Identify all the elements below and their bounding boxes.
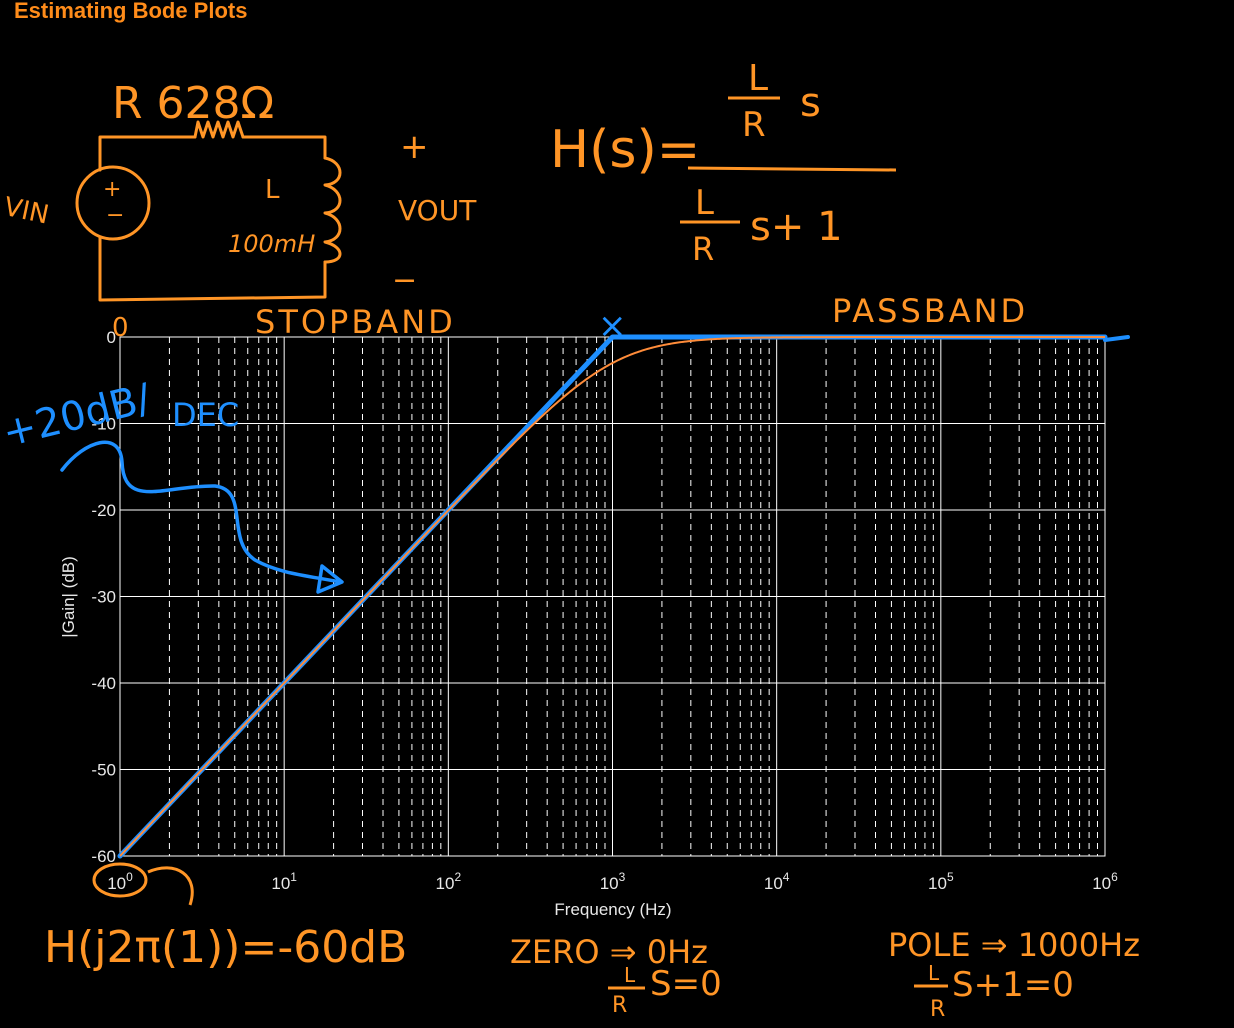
x-tick-label: 105 — [928, 870, 954, 893]
vout-label: VOUT — [398, 194, 477, 227]
page-title: Estimating Bode Plots — [14, 0, 248, 23]
vout-minus: − — [392, 263, 417, 298]
pole-frac-top: L — [928, 961, 940, 985]
x-tick-label: 100 — [107, 870, 133, 893]
origin-hook — [147, 866, 194, 906]
pole-frac-bottom: R — [930, 997, 945, 1022]
num-var: s — [800, 80, 821, 126]
inductor-value: 100mH — [228, 230, 315, 258]
zero-line1: ZERO ⇒ 0Hz — [510, 933, 708, 971]
hs-lhs: H(s)= — [550, 120, 700, 180]
resistor-zigzag — [193, 120, 245, 139]
den-rest: s+ 1 — [750, 204, 843, 250]
bode-chart: 0-10-20-30-40-50-60 100 101 102 103 104 105 10… — [59, 328, 1130, 919]
vout-plus: + — [400, 127, 429, 167]
major-grid — [119, 336, 1106, 857]
num-frac-top: L — [748, 58, 768, 99]
source-minus: − — [106, 203, 124, 228]
zero-line2: S=0 — [650, 964, 722, 1004]
stopband-label: STOPBAND — [255, 303, 456, 341]
y-tick-label: -20 — [91, 501, 116, 520]
source-label: VIN — [1, 192, 51, 231]
main-frac-bar — [687, 166, 897, 172]
h-at-1hz-note: H(j2π(1))=-60dB — [44, 922, 407, 973]
y-axis-label: |Gain| (dB) — [59, 556, 78, 638]
y-tick-labels: 0 -10 -20 -30 -40 -50 -60 — [91, 328, 116, 866]
den-frac-bottom: R — [692, 230, 714, 268]
y-tick-label: -60 — [91, 847, 116, 866]
inductor-label: L — [265, 175, 280, 205]
slope-arrow — [60, 440, 344, 594]
slope-label-a: +20dB/ — [0, 375, 156, 456]
x-tick-label: 103 — [600, 870, 626, 893]
voltage-source-circle — [75, 165, 151, 241]
x-axis-label: Frequency (Hz) — [554, 900, 671, 919]
x-tick-labels: 100 101 102 103 104 105 106 — [107, 870, 1118, 893]
passband-label: PASSBAND — [832, 292, 1028, 330]
slope-label-b: DEC — [172, 396, 239, 434]
circuit-top-right-wire — [241, 135, 327, 160]
pole-line1: POLE ⇒ 1000Hz — [888, 926, 1140, 964]
corner-marker: × — [598, 306, 627, 346]
zero-frac-top: L — [624, 963, 636, 987]
x-tick-label: 101 — [271, 870, 297, 893]
circuit-top-left-wire — [98, 135, 197, 172]
inductor-coil — [323, 156, 342, 264]
circuit-bottom-wire — [98, 236, 327, 302]
x-tick-label: 106 — [1092, 870, 1118, 893]
y-tick-label: -30 — [91, 588, 116, 607]
num-frac-bottom: R — [742, 105, 766, 145]
source-plus: + — [103, 177, 121, 202]
y-tick-label: -40 — [91, 674, 116, 693]
series-highpass-magnitude — [119, 336, 1105, 857]
den-frac-top: L — [695, 183, 714, 223]
x-tick-label: 102 — [436, 870, 462, 893]
zero-frac-bottom: R — [612, 993, 627, 1018]
pole-line2: S+1=0 — [952, 965, 1074, 1005]
y-tick-label: -10 — [91, 415, 116, 434]
circuit-diagram — [75, 120, 342, 302]
origin-marker: 0 — [112, 313, 129, 343]
x-tick-label: 104 — [764, 870, 790, 893]
resistor-label: R 628Ω — [112, 78, 274, 129]
origin-circle — [92, 862, 148, 898]
y-tick-label: -50 — [91, 761, 116, 780]
passband-tail-sketch — [1103, 335, 1130, 342]
y-tick-label: 0 — [107, 328, 116, 347]
